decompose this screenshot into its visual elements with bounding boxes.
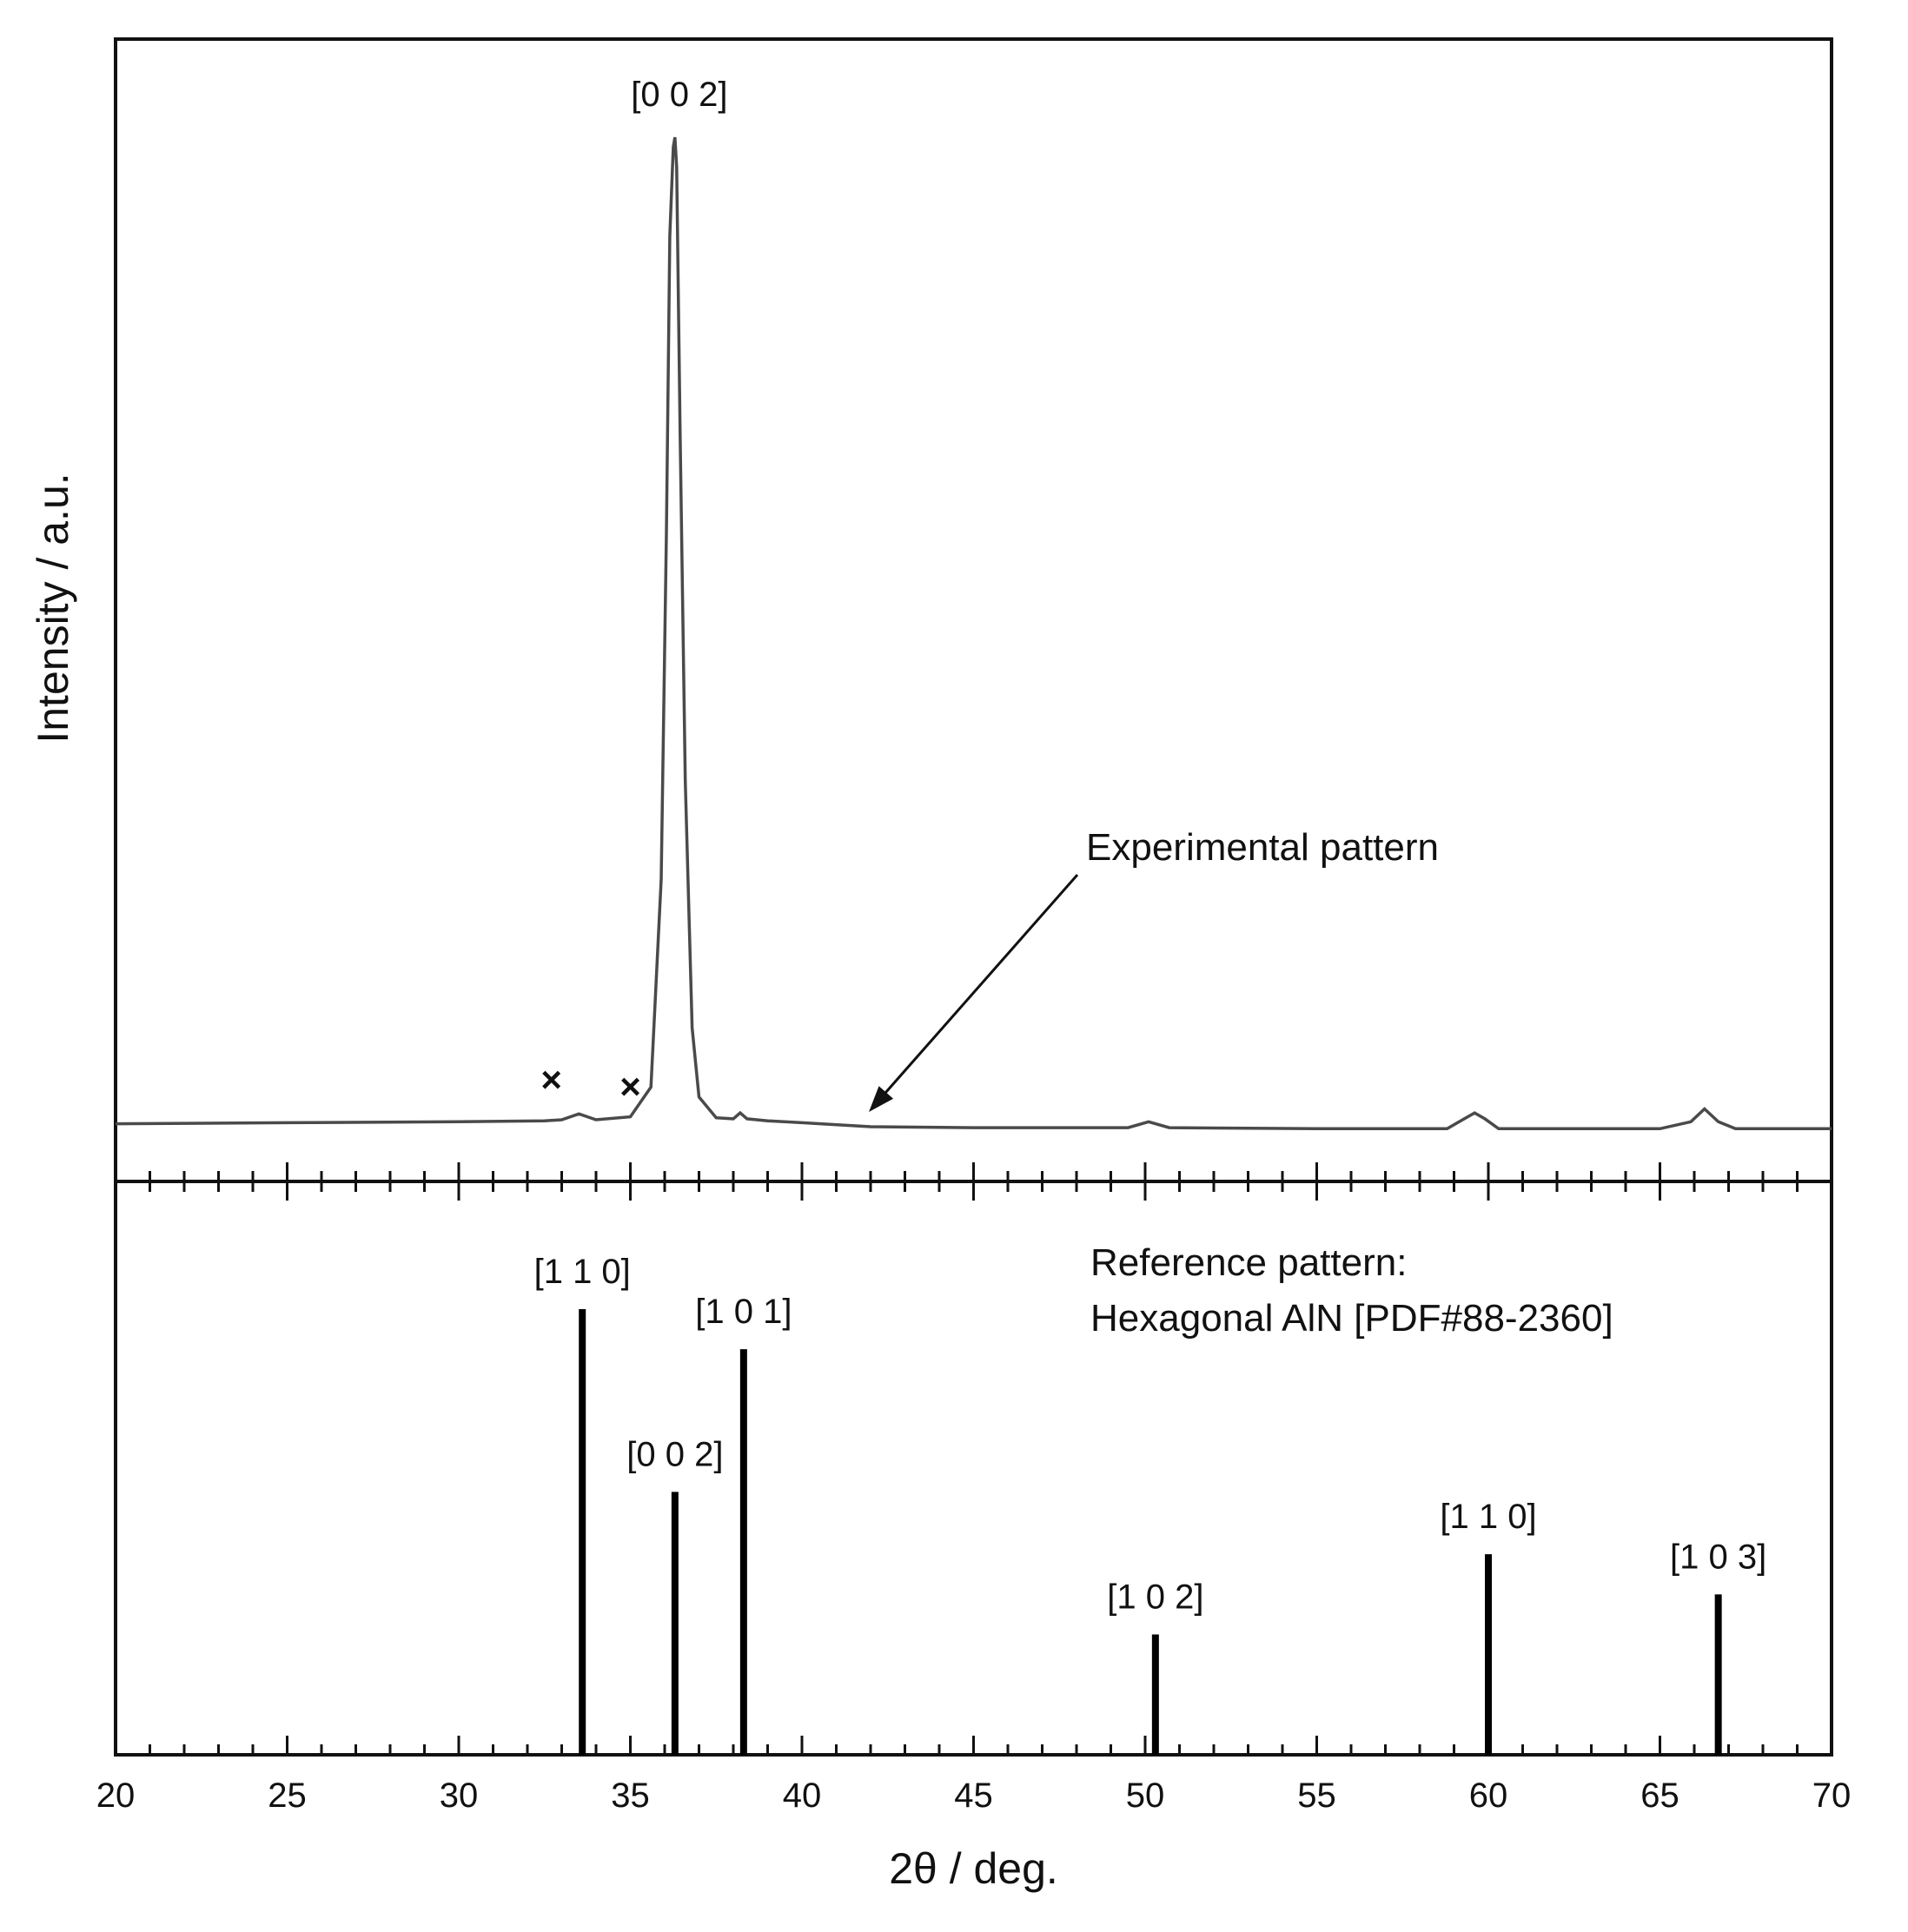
- x-axis-title: 2θ / deg.: [889, 1844, 1058, 1893]
- x-tick-label: 60: [1469, 1777, 1508, 1815]
- x-tick-label: 25: [268, 1777, 307, 1815]
- experimental-pattern-annotation: Experimental pattern: [1086, 826, 1439, 869]
- reference-panel: [1 1 0] [0 0 2] [1 0 1] [1 0 2] [1 1 0] [1 0 …: [114, 1180, 1833, 1757]
- annotation-arrow-line: [878, 874, 1079, 1101]
- x-tick-label: 50: [1126, 1777, 1165, 1815]
- reference-annotation-line2: Hexagonal AlN [PDF#88-2360]: [1090, 1297, 1613, 1340]
- reference-panel-frame: [114, 1180, 1833, 1757]
- x-tick-label: 35: [611, 1777, 650, 1815]
- experimental-peak-label: [0 0 2]: [631, 76, 727, 114]
- y-axis-title: Intensity / a.u.: [29, 473, 77, 743]
- annotation-arrow-head: [869, 1086, 894, 1112]
- reference-peak-label: [1 0 2]: [1107, 1578, 1203, 1616]
- x-tick-label: 20: [96, 1777, 136, 1815]
- x-tick-label: 45: [954, 1777, 993, 1815]
- reference-peak-label: [1 1 0]: [534, 1253, 631, 1291]
- x-tick-label: 65: [1640, 1777, 1679, 1815]
- x-tick-label: 70: [1812, 1777, 1852, 1815]
- reference-sticks: [1 1 0] [0 0 2] [1 0 1] [1 0 2] [1 1 0] [1 0 …: [534, 1253, 1766, 1755]
- reference-peak-label: [1 0 1]: [695, 1293, 792, 1331]
- experimental-panel-ticks: [114, 1162, 1833, 1181]
- reference-peak-label: [1 1 0]: [1440, 1498, 1536, 1536]
- x-tick-label: 30: [440, 1777, 479, 1815]
- x-tick-label: 55: [1297, 1777, 1336, 1815]
- reference-peak-label: [1 0 3]: [1670, 1538, 1766, 1576]
- reference-annotation-line1: Reference pattern:: [1090, 1241, 1407, 1284]
- impurity-marker: ×: [540, 1059, 562, 1100]
- x-tick-label: 40: [783, 1777, 822, 1815]
- x-tick-labels: 20 25 30 35 40 45 50 55 60 65 70: [96, 1777, 1852, 1815]
- reference-panel-ticks: [114, 1181, 1833, 1755]
- reference-peak-label: [0 0 2]: [626, 1435, 723, 1473]
- experimental-panel-frame: [114, 37, 1833, 1183]
- experimental-panel: [0 0 2] × × Experimental pattern: [114, 37, 1833, 1183]
- impurity-marker: ×: [619, 1066, 641, 1107]
- experimental-pattern-line: [115, 136, 1832, 1131]
- impurity-markers: × ×: [540, 1059, 640, 1107]
